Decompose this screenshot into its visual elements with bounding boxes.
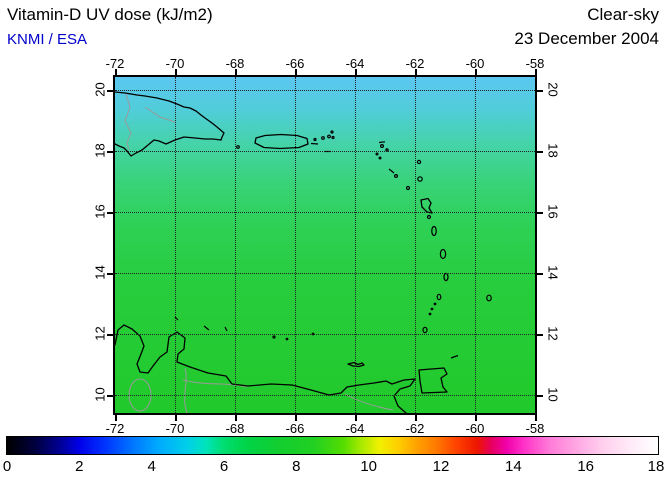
condition-label: Clear-sky [587, 5, 659, 24]
tick-mark [415, 415, 417, 421]
gridline-horizontal [115, 334, 535, 335]
tick-mark [107, 334, 113, 336]
lon-tick-label-bottom: -66 [285, 421, 305, 436]
colorbar-tick-label: 2 [75, 458, 84, 475]
colorbar-tick-label: 0 [2, 458, 12, 475]
lon-tick-label-bottom: -60 [465, 421, 485, 436]
tick-mark [175, 415, 177, 421]
lat-tick-label-right: 20 [545, 82, 561, 97]
lat-tick-label-right: 10 [545, 387, 561, 402]
colorbar-tick-label: 16 [577, 458, 594, 475]
tick-mark [537, 395, 543, 397]
lat-tick-label-left: 20 [92, 82, 108, 97]
tick-mark [537, 90, 543, 92]
lon-tick-label-top: -60 [465, 56, 485, 71]
tick-mark [355, 69, 357, 75]
lon-tick-label-top: -68 [225, 56, 245, 71]
lon-tick-label-bottom: -62 [405, 421, 425, 436]
lon-tick-label-bottom: -58 [525, 421, 545, 436]
puerto-rico-coast [254, 133, 309, 150]
lat-tick-label-right: 18 [545, 143, 561, 158]
gridline-vertical [355, 77, 356, 413]
lon-tick-label-top: -62 [405, 56, 425, 71]
tick-mark [107, 273, 113, 275]
tick-mark [535, 69, 537, 75]
gridline-vertical [475, 77, 476, 413]
lat-tick-label-left: 10 [92, 387, 108, 402]
tick-mark [537, 212, 543, 214]
lat-tick-label-right: 14 [545, 265, 561, 280]
inland-water-lines [124, 93, 394, 413]
trinidad-coast [418, 367, 448, 394]
tick-mark [475, 415, 477, 421]
source-label: KNMI / ESA [7, 31, 88, 48]
tick-mark [107, 395, 113, 397]
gridline-vertical [415, 77, 416, 413]
lon-tick-label-top: -58 [525, 56, 545, 71]
colorbar-tick-label: 12 [432, 458, 450, 475]
lon-tick-label-bottom: -68 [225, 421, 245, 436]
gridline-vertical [235, 77, 236, 413]
gridline-horizontal [115, 212, 535, 213]
lon-tick-label-top: -64 [345, 56, 365, 71]
coastlines-svg [115, 91, 492, 413]
date-label: 23 December 2004 [514, 29, 659, 48]
lat-tick-label-right: 12 [545, 326, 561, 341]
tick-mark [535, 415, 537, 421]
tick-mark [115, 69, 117, 75]
tick-mark [107, 212, 113, 214]
tick-mark [235, 415, 237, 421]
lon-tick-label-top: -70 [165, 56, 185, 71]
colorbar-gradient [7, 437, 658, 454]
south-america-coast [115, 324, 416, 413]
tick-mark [107, 90, 113, 92]
lat-tick-label-left: 16 [92, 204, 108, 219]
tick-mark [415, 69, 417, 75]
gridline-horizontal [115, 273, 535, 274]
margarita-coast [347, 361, 365, 368]
hispaniola-coast [115, 91, 225, 157]
lat-tick-label-left: 18 [92, 143, 108, 158]
tick-mark [295, 415, 297, 421]
tick-mark [537, 334, 543, 336]
tick-mark [107, 151, 113, 153]
gridline-vertical [175, 77, 176, 413]
tick-mark [175, 69, 177, 75]
tick-mark [537, 151, 543, 153]
lat-tick-label-right: 16 [545, 204, 561, 219]
gridline-horizontal [115, 90, 535, 91]
gridline-vertical [295, 77, 296, 413]
colorbar-tick-label: 10 [360, 458, 377, 475]
lon-tick-label-bottom: -64 [345, 421, 365, 436]
colorbar [6, 436, 659, 455]
tick-mark [235, 69, 237, 75]
guadeloupe-coast [420, 197, 433, 214]
map-field [115, 77, 535, 413]
lon-tick-label-top: -66 [285, 56, 305, 71]
colorbar-tick-label: 18 [647, 458, 665, 475]
coastline-paths [115, 91, 448, 413]
lat-tick-label-left: 14 [92, 265, 108, 280]
tick-mark [475, 69, 477, 75]
page-title: Vitamin-D UV dose (kJ/m2) [7, 5, 213, 24]
tick-mark [115, 415, 117, 421]
gridline-horizontal [115, 151, 535, 152]
tick-mark [537, 273, 543, 275]
colorbar-tick-label: 8 [292, 458, 301, 475]
gridline-horizontal [115, 395, 535, 396]
colorbar-tick-label: 14 [504, 458, 522, 475]
lon-tick-label-bottom: -70 [165, 421, 185, 436]
lon-tick-label-top: -72 [105, 56, 125, 71]
small-islands [174, 130, 492, 359]
lat-tick-label-left: 12 [92, 326, 108, 341]
colorbar-tick-label: 4 [147, 458, 156, 475]
tick-mark [355, 415, 357, 421]
lon-tick-label-bottom: -72 [105, 421, 125, 436]
colorbar-tick-label: 6 [219, 458, 229, 475]
tick-mark [295, 69, 297, 75]
